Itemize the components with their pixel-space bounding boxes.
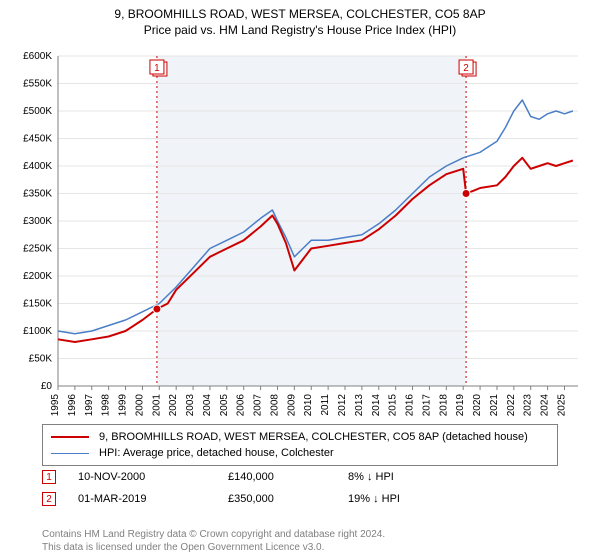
svg-text:£350K: £350K <box>23 189 52 200</box>
svg-text:£200K: £200K <box>23 271 52 282</box>
legend-label: 9, BROOMHILLS ROAD, WEST MERSEA, COLCHES… <box>99 431 528 443</box>
svg-text:1995: 1995 <box>50 394 61 416</box>
svg-text:2024: 2024 <box>540 394 551 416</box>
svg-text:2003: 2003 <box>185 394 196 416</box>
svg-text:2015: 2015 <box>388 394 399 416</box>
svg-text:2020: 2020 <box>472 394 483 416</box>
svg-text:1999: 1999 <box>118 394 129 416</box>
svg-text:£600K: £600K <box>23 51 52 62</box>
svg-text:1998: 1998 <box>101 394 112 416</box>
sales-row: 1 10-NOV-2000£140,0008% ↓ HPI <box>42 466 468 488</box>
title-sub: Price paid vs. HM Land Registry's House … <box>0 22 600 38</box>
svg-text:£450K: £450K <box>23 134 52 145</box>
svg-text:£50K: £50K <box>29 354 53 365</box>
svg-text:2021: 2021 <box>489 394 500 416</box>
svg-text:2009: 2009 <box>286 394 297 416</box>
svg-text:2016: 2016 <box>405 394 416 416</box>
svg-text:£250K: £250K <box>23 244 52 255</box>
sale-marker: 2 <box>42 492 56 506</box>
svg-text:£400K: £400K <box>23 161 52 172</box>
sale-date: 01-MAR-2019 <box>78 493 228 505</box>
sale-price: £350,000 <box>228 493 348 505</box>
svg-text:2005: 2005 <box>219 394 230 416</box>
chart-container: 9, BROOMHILLS ROAD, WEST MERSEA, COLCHES… <box>0 0 600 560</box>
sale-diff: 8% ↓ HPI <box>348 471 468 483</box>
svg-text:2013: 2013 <box>354 394 365 416</box>
legend-swatch <box>51 453 89 454</box>
title-block: 9, BROOMHILLS ROAD, WEST MERSEA, COLCHES… <box>0 0 600 38</box>
credits: Contains HM Land Registry data © Crown c… <box>42 528 385 554</box>
svg-text:£0: £0 <box>41 381 53 392</box>
svg-text:2017: 2017 <box>421 394 432 416</box>
sale-diff: 19% ↓ HPI <box>348 493 468 505</box>
sale-date: 10-NOV-2000 <box>78 471 228 483</box>
svg-text:2019: 2019 <box>455 394 466 416</box>
svg-text:2000: 2000 <box>134 394 145 416</box>
svg-text:£550K: £550K <box>23 79 52 90</box>
svg-text:2023: 2023 <box>523 394 534 416</box>
svg-text:1: 1 <box>154 63 160 74</box>
svg-text:2001: 2001 <box>151 394 162 416</box>
sales-table: 1 10-NOV-2000£140,0008% ↓ HPI 2 01-MAR-2019… <box>42 466 468 510</box>
svg-text:£150K: £150K <box>23 299 52 310</box>
svg-text:2025: 2025 <box>556 394 567 416</box>
sales-row: 2 01-MAR-2019£350,00019% ↓ HPI <box>42 488 468 510</box>
svg-text:2018: 2018 <box>438 394 449 416</box>
svg-text:£500K: £500K <box>23 106 52 117</box>
sale-price: £140,000 <box>228 471 348 483</box>
legend-swatch <box>51 436 89 438</box>
legend-item: 9, BROOMHILLS ROAD, WEST MERSEA, COLCHES… <box>51 429 549 445</box>
svg-text:2011: 2011 <box>320 394 331 416</box>
svg-text:1996: 1996 <box>67 394 78 416</box>
svg-text:2: 2 <box>463 63 469 74</box>
chart-svg: £0 £50K £100K £150K £200K £250K £300K £350K £400… <box>8 46 592 416</box>
svg-text:2022: 2022 <box>506 394 517 416</box>
title-main: 9, BROOMHILLS ROAD, WEST MERSEA, COLCHES… <box>0 6 600 22</box>
price-chart: £0 £50K £100K £150K £200K £250K £300K £350K £400… <box>8 46 592 416</box>
svg-text:2006: 2006 <box>236 394 247 416</box>
svg-text:£300K: £300K <box>23 216 52 227</box>
credits-line1: Contains HM Land Registry data © Crown c… <box>42 528 385 541</box>
credits-line2: This data is licensed under the Open Gov… <box>42 541 385 554</box>
svg-text:2010: 2010 <box>303 394 314 416</box>
svg-text:£100K: £100K <box>23 326 52 337</box>
svg-text:2007: 2007 <box>253 394 264 416</box>
svg-text:2002: 2002 <box>168 394 179 416</box>
legend-label: HPI: Average price, detached house, Colc… <box>99 447 334 459</box>
legend: 9, BROOMHILLS ROAD, WEST MERSEA, COLCHES… <box>42 424 558 466</box>
svg-text:2008: 2008 <box>269 394 280 416</box>
svg-text:2004: 2004 <box>202 394 213 416</box>
svg-text:1997: 1997 <box>84 394 95 416</box>
svg-text:2014: 2014 <box>371 394 382 416</box>
svg-text:2012: 2012 <box>337 394 348 416</box>
legend-item: HPI: Average price, detached house, Colc… <box>51 445 549 461</box>
sale-marker: 1 <box>42 470 56 484</box>
